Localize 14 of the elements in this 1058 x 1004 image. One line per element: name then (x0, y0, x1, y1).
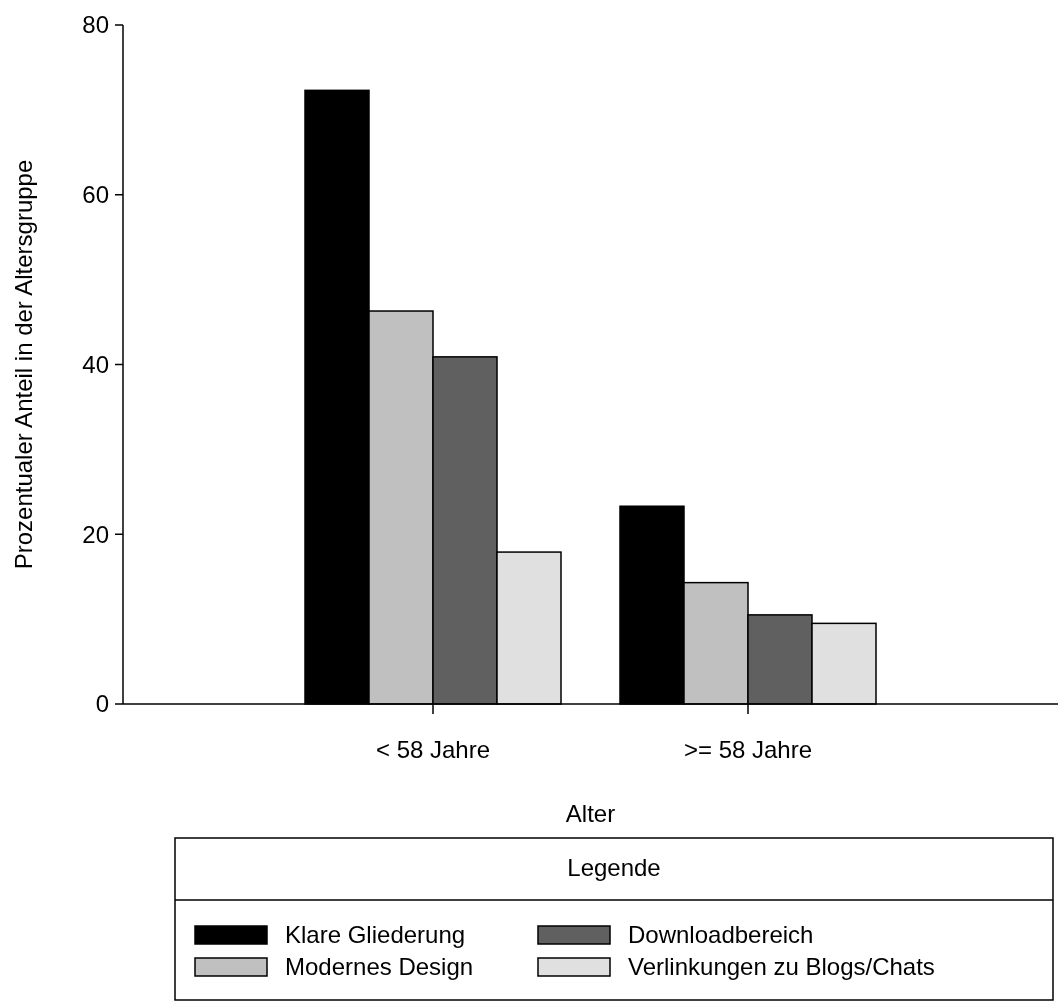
y-axis-title: Prozentualer Anteil in der Altersgruppe (10, 159, 37, 570)
y-tick-label: 0 (95, 690, 109, 718)
legend-label: Klare Gliederung (285, 921, 466, 949)
x-tick-label: >= 58 Jahre (683, 736, 813, 763)
legend-title: Legende (567, 854, 661, 881)
legend-label: Modernes Design (285, 953, 474, 981)
y-tick-label: 40 (82, 350, 109, 378)
legend-label: Downloadbereich (628, 921, 814, 949)
x-tick-label: < 58 Jahre (375, 736, 491, 763)
legend-label: Verlinkungen zu Blogs/Chats (628, 953, 935, 981)
y-tick-label: 80 (82, 11, 109, 39)
y-tick-label: 60 (82, 181, 109, 209)
y-tick-label: 20 (82, 520, 109, 548)
x-axis-title: Alter (565, 800, 616, 827)
